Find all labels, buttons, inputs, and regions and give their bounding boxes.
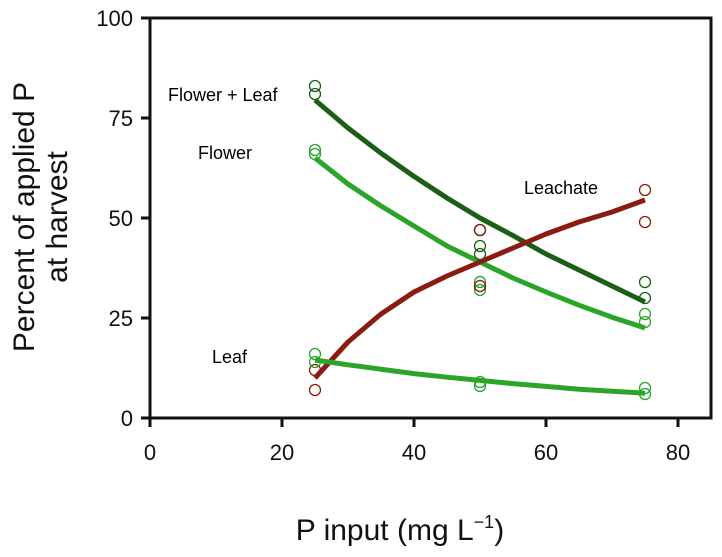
data-point-leachate (473, 279, 487, 293)
y-tick-label: 100 (96, 6, 133, 31)
x-tick-label: 20 (270, 440, 294, 465)
data-point-leaf (638, 387, 652, 401)
series-label-leaf: Leaf (212, 347, 248, 367)
data-point-flower (638, 315, 652, 329)
series-label-flower: Flower (198, 143, 252, 163)
data-point-flower (308, 143, 322, 157)
fit-line-flower-leaf (313, 98, 647, 305)
series-lines (313, 98, 647, 396)
x-axis-title-superscript: −1 (474, 512, 495, 532)
data-point-leaf (638, 381, 652, 395)
data-point-leachate (638, 215, 652, 229)
series-label-flower-leaf: Flower + Leaf (168, 85, 279, 105)
data-point-leaf (308, 355, 322, 369)
data-point-leaf (473, 375, 487, 389)
data-point-leachate (473, 223, 487, 237)
x-axis-title: P input (mg L−1) (296, 512, 504, 547)
x-tick-label: 80 (666, 440, 690, 465)
data-point-leaf (473, 379, 487, 393)
data-point-flower-leaf (473, 247, 487, 261)
data-point-flower-leaf (308, 79, 322, 93)
data-point-flower (473, 283, 487, 297)
y-axis-ticks: 0 25 50 75 100 (96, 6, 150, 431)
data-point-leaf (308, 347, 322, 361)
x-tick-label: 0 (144, 440, 156, 465)
x-axis-title-close: ) (494, 514, 504, 547)
data-point-flower (473, 275, 487, 289)
data-point-flower-leaf (473, 239, 487, 253)
y-tick-label: 50 (109, 206, 133, 231)
y-axis-title-line1: Percent of applied P (8, 82, 41, 352)
y-tick-label: 0 (121, 406, 133, 431)
y-tick-label: 75 (109, 106, 133, 131)
data-point-flower-leaf (638, 291, 652, 305)
data-point-flower (308, 147, 322, 161)
data-point-leachate (308, 363, 322, 377)
series-label-leachate: Leachate (524, 178, 598, 198)
x-axis-ticks: 0 20 40 60 80 (144, 418, 690, 465)
data-point-flower-leaf (308, 87, 322, 101)
x-tick-label: 60 (534, 440, 558, 465)
y-axis-title-line2: at harvest (41, 150, 74, 282)
series-points (308, 79, 652, 401)
fit-line-leachate (313, 197, 646, 380)
data-point-leachate (638, 183, 652, 197)
data-point-leachate (308, 383, 322, 397)
data-point-flower (638, 307, 652, 321)
x-tick-label: 40 (402, 440, 426, 465)
data-point-flower-leaf (638, 275, 652, 289)
x-axis-title-main: P input (mg L (296, 514, 474, 547)
y-tick-label: 25 (109, 306, 133, 331)
